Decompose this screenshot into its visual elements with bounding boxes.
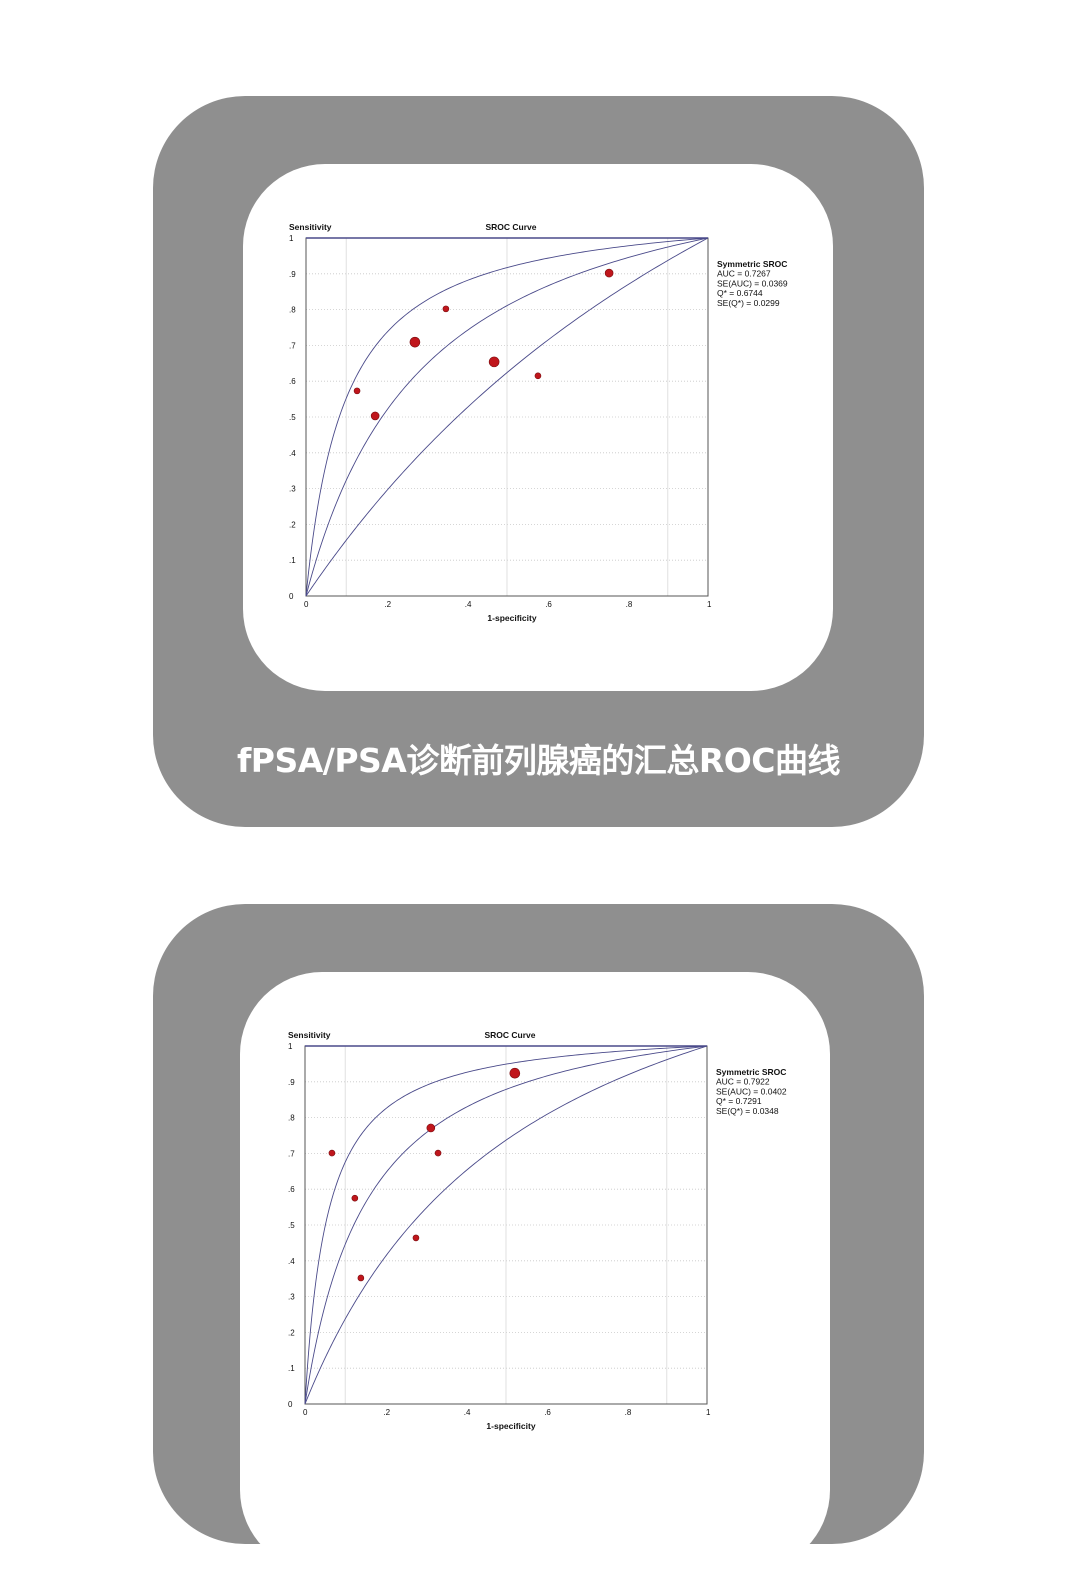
y-tick-label: .7 [289,341,296,350]
y-tick-label: .6 [288,1185,295,1194]
x-axis-label: 1-specificity [486,1421,535,1431]
y-tick-label: .3 [288,1293,295,1302]
legend-line: SE(Q*) = 0.0299 [717,298,780,308]
y-tick-label: .8 [288,1114,295,1123]
study-point [488,356,500,368]
legend-line: SE(AUC) = 0.0402 [716,1086,787,1096]
chart-card-1: fPSA/PSA诊断前列腺癌的汇总ROC曲线 [153,96,924,827]
legend-line: AUC = 0.7922 [716,1077,770,1087]
y-tick-label: 0 [289,592,294,601]
chart-caption: fPSA/PSA诊断前列腺癌的汇总ROC曲线 [236,741,841,780]
x-tick-label: .8 [625,1408,632,1417]
y-tick-label: .5 [288,1221,295,1230]
y-axis-label: Sensitivity [289,222,332,232]
sroc-chart-2: 0 .1 .2 .3 .4 .5 .6 .7 .8 .9 1 0 .2 .4 .6 .8 1 Sensitivit… [288,1030,787,1431]
sroc-curve [305,237,709,597]
study-point [412,1234,420,1242]
chart-panel-1 [243,164,833,691]
y-tick-label: .8 [289,306,296,315]
y-tick-label: .2 [288,1328,295,1337]
study-point [509,1067,521,1079]
sroc-band-curve [305,237,709,597]
x-tick-label: 1 [706,1408,711,1417]
study-point [604,268,614,278]
x-tick-label: 0 [303,1408,308,1417]
legend-title: Symmetric SROC [716,1067,786,1077]
legend-line: SE(AUC) = 0.0369 [717,278,788,288]
sroc-curve [304,1045,708,1405]
y-tick-label: .1 [288,1364,295,1373]
x-tick-label: .4 [465,600,472,609]
y-tick-label: .6 [289,377,296,386]
x-tick-label: 1 [707,600,712,609]
legend-line: Q* = 0.7291 [716,1096,762,1106]
x-tick-label: .4 [464,1408,471,1417]
y-tick-label: .1 [289,556,296,565]
y-tick-label: 1 [288,1042,293,1051]
x-tick-label: .2 [383,1408,390,1417]
x-tick-label: .8 [626,600,633,609]
chart-title: SROC Curve [485,222,536,232]
study-point [328,1149,336,1157]
sroc-chart-1: 0 .1 .2 .3 .4 .5 .6 .7 .8 .9 1 0 .2 .4 .6 .8 1 Sensitivit… [289,222,788,623]
legend-line: SE(Q*) = 0.0348 [716,1106,779,1116]
sroc-band-curve [304,1045,708,1405]
y-axis-label: Sensitivity [288,1030,331,1040]
study-point [351,1194,359,1202]
study-point [353,387,361,395]
y-tick-label: .9 [289,270,296,279]
y-tick-label: .3 [289,485,296,494]
x-tick-label: .6 [545,600,552,609]
sroc-band-curve [305,237,709,597]
y-tick-label: .4 [289,449,296,458]
legend-title: Symmetric SROC [717,259,787,269]
study-point [442,305,450,313]
study-point [426,1123,436,1133]
study-point [370,411,380,421]
x-tick-label: .6 [544,1408,551,1417]
study-point [409,336,421,348]
y-tick-label: .5 [289,413,296,422]
x-axis-label: 1-specificity [487,613,536,623]
x-tick-label: .2 [384,600,391,609]
chart-title: SROC Curve [484,1030,535,1040]
y-tick-label: 1 [289,234,294,243]
y-tick-label: .7 [288,1149,295,1158]
x-tick-label: 0 [304,600,309,609]
study-point [357,1274,365,1282]
study-point [434,1149,442,1157]
study-point [534,372,542,380]
y-tick-label: .9 [288,1078,295,1087]
y-tick-label: .4 [288,1257,295,1266]
y-tick-label: .2 [289,520,296,529]
sroc-band-curve [304,1045,708,1405]
legend-line: Q* = 0.6744 [717,288,763,298]
legend-line: AUC = 0.7267 [717,269,771,279]
y-tick-label: 0 [288,1400,293,1409]
